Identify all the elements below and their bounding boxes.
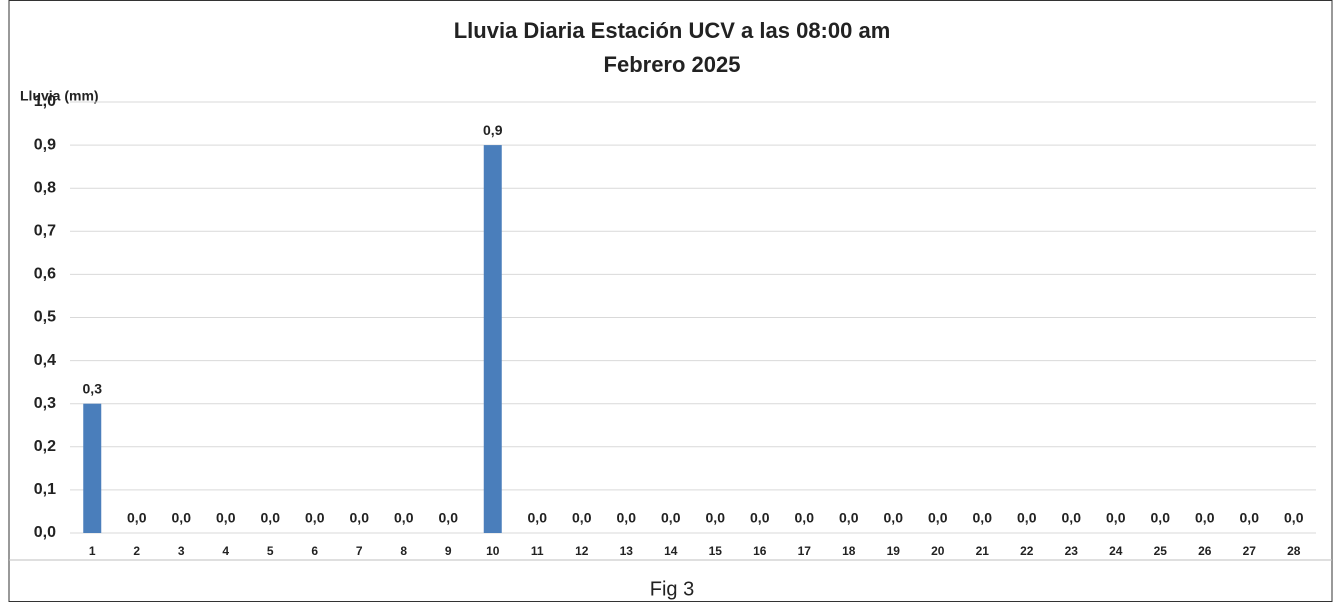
y-tick-label: 0,2 [34,438,56,455]
x-tick-label: 11 [531,544,544,558]
x-tick-label: 12 [575,544,589,558]
bar [483,145,502,533]
data-label: 0,0 [305,510,325,526]
y-tick-label: 0,4 [34,352,56,369]
y-tick-label: 0,0 [34,524,56,541]
x-tick-label: 5 [267,544,274,558]
x-tick-label: 8 [400,544,407,558]
chart-subtitle: Febrero 2025 [604,52,741,77]
data-label: 0,0 [750,510,770,526]
data-label: 0,0 [350,510,370,526]
data-label: 0,0 [1106,510,1126,526]
data-label: 0,0 [1017,510,1037,526]
x-tick-label: 26 [1198,544,1212,558]
x-tick-label: 23 [1065,544,1079,558]
data-label: 0,9 [483,122,503,138]
x-tick-label: 3 [178,544,185,558]
data-label: 0,0 [1062,510,1082,526]
data-label: 0,0 [928,510,948,526]
y-tick-label: 0,7 [34,223,56,240]
data-label: 0,0 [216,510,236,526]
data-label: 0,0 [394,510,414,526]
x-tick-label: 27 [1243,544,1257,558]
data-label: 0,0 [795,510,815,526]
data-label: 0,0 [839,510,859,526]
x-tick-label: 21 [976,544,990,558]
data-label: 0,0 [172,510,192,526]
x-tick-label: 24 [1109,544,1123,558]
x-tick-label: 7 [356,544,363,558]
y-axis-label: Lluvia (mm) [20,88,99,104]
x-tick-label: 4 [222,544,229,558]
y-tick-label: 0,3 [34,395,56,412]
caption: Fig 3 [650,578,694,600]
data-label: 0,0 [1151,510,1171,526]
data-label: 0,0 [706,510,726,526]
x-tick-label: 6 [311,544,318,558]
y-tick-label: 0,8 [34,179,56,196]
x-tick-label: 14 [664,544,678,558]
data-label: 0,0 [528,510,548,526]
x-tick-label: 19 [887,544,901,558]
data-label: 0,0 [1284,510,1304,526]
data-label: 0,0 [617,510,637,526]
x-tick-label: 10 [486,544,500,558]
y-tick-label: 0,5 [34,309,56,326]
x-tick-label: 1 [89,544,96,558]
data-label: 0,0 [127,510,147,526]
x-tick-label: 16 [753,544,767,558]
data-label: 0,0 [1240,510,1260,526]
bar [83,403,102,533]
data-label: 0,0 [572,510,592,526]
data-label: 0,0 [884,510,904,526]
data-label: 0,3 [83,380,103,396]
y-tick-label: 0,9 [34,136,56,153]
x-tick-label: 18 [842,544,856,558]
x-tick-label: 22 [1020,544,1034,558]
x-tick-label: 2 [133,544,140,558]
data-label: 0,0 [661,510,681,526]
x-tick-label: 17 [798,544,812,558]
x-tick-label: 9 [445,544,452,558]
x-tick-label: 20 [931,544,945,558]
x-tick-label: 15 [709,544,723,558]
chart-title: Lluvia Diaria Estación UCV a las 08:00 a… [454,18,891,43]
y-tick-label: 1,0 [34,93,56,110]
y-tick-label: 0,6 [34,266,56,283]
data-label: 0,0 [973,510,993,526]
x-tick-label: 13 [620,544,634,558]
data-label: 0,0 [1195,510,1215,526]
data-label: 0,0 [439,510,459,526]
x-tick-label: 25 [1154,544,1168,558]
y-tick-label: 0,1 [34,481,56,498]
x-tick-label: 28 [1287,544,1301,558]
data-label: 0,0 [261,510,281,526]
